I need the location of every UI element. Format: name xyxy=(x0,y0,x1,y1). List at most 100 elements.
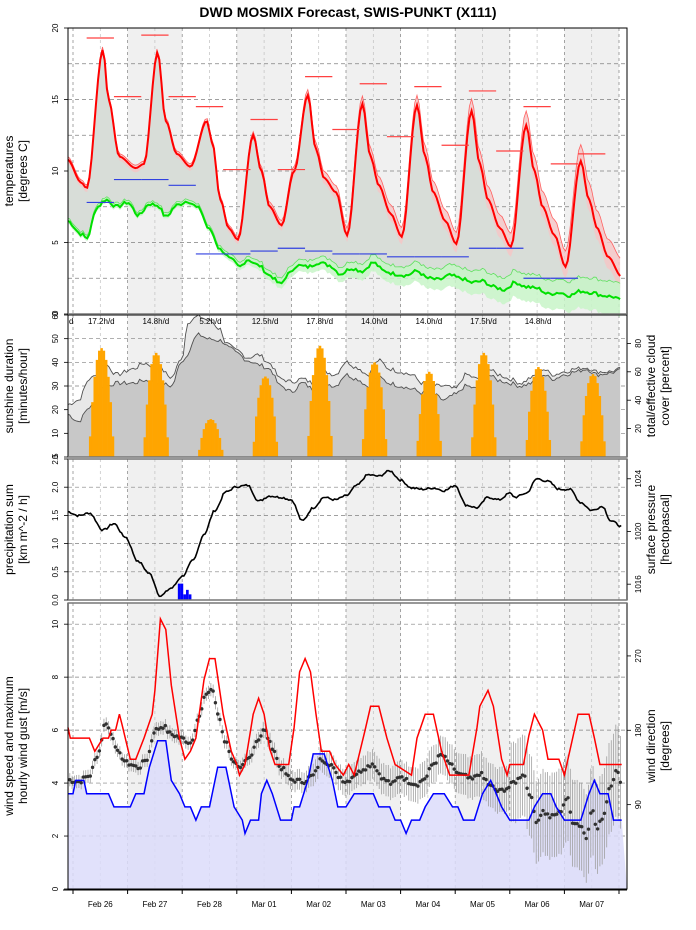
x-tick-label: Feb 26 xyxy=(88,900,113,909)
sunshine-bar xyxy=(366,387,370,457)
sunshine-bar xyxy=(582,415,586,457)
sunshine-bar xyxy=(102,350,106,457)
wind-direction-point xyxy=(204,692,209,696)
wind-direction-point xyxy=(229,757,234,761)
sunshine-bar xyxy=(320,348,324,457)
wind-direction-point xyxy=(502,789,507,793)
wind-direction-point xyxy=(104,722,108,726)
precip-y-tick-label: 0.5 xyxy=(51,566,60,578)
dewpoint-line xyxy=(67,198,621,300)
wind-direction-point xyxy=(595,827,600,831)
sunshine-bar xyxy=(157,355,160,457)
sunshine-bar xyxy=(266,378,269,457)
wind-speed-line xyxy=(68,739,622,836)
wind-direction-point xyxy=(318,757,322,761)
wind-direction-point xyxy=(545,812,550,816)
wind-direction-point xyxy=(445,759,450,763)
wind-direction-point xyxy=(270,747,274,751)
sunshine-bar xyxy=(368,372,372,457)
sunshine-bar xyxy=(580,441,583,457)
sunshine-bar xyxy=(596,383,599,457)
daily-sunshine-label: 14.0h/d xyxy=(361,317,388,326)
wind-direction-point xyxy=(584,836,588,841)
sunshine-bar xyxy=(100,348,103,457)
wind-direction-point xyxy=(607,787,611,791)
wind-direction-point xyxy=(334,770,338,775)
precip-y-tick-label: 2.0 xyxy=(51,481,60,493)
sunshine-bar xyxy=(98,350,101,457)
wind-direction-point xyxy=(605,800,609,804)
wind-direction-point xyxy=(193,728,197,733)
sunshine-bar xyxy=(264,376,267,457)
sunshine-bar xyxy=(539,369,542,457)
wind-direction-point xyxy=(536,818,541,822)
sunshine-bar xyxy=(220,449,224,457)
sunshine-bar xyxy=(534,369,538,457)
temperature-axis-label: [degrees C] xyxy=(16,140,30,202)
wind-direction-point xyxy=(554,812,559,816)
wind-direction-point xyxy=(88,774,92,778)
sunshine-bar xyxy=(307,435,310,457)
sunshine-bar xyxy=(145,404,149,457)
wind-direction-point xyxy=(354,772,359,776)
sunshine-bar xyxy=(432,381,436,457)
sunshine-bar xyxy=(198,449,201,457)
wind-direction-point xyxy=(568,810,573,814)
wind-direction-point xyxy=(363,768,368,772)
sunshine-bar xyxy=(268,385,272,457)
wind-direction-point xyxy=(220,730,224,734)
wind-direction-point xyxy=(470,777,475,781)
wind-direction-point xyxy=(468,775,472,779)
wind-direction-point xyxy=(227,749,231,754)
wind-direction-point xyxy=(591,809,595,813)
wind-direction-point xyxy=(529,795,534,800)
wind-direction-point xyxy=(311,773,315,777)
dir-y2-tick-label: 270 xyxy=(634,649,643,663)
sunshine-bar xyxy=(143,437,147,457)
dir-y2-tick-label: 90 xyxy=(634,800,643,809)
wind-direction-point xyxy=(484,777,488,782)
sunshine-bar xyxy=(425,373,429,457)
sunshine-bar xyxy=(88,436,92,457)
wind-direction-point xyxy=(138,766,143,770)
dewpoint-band-upper xyxy=(67,196,621,284)
sunshine-bar xyxy=(430,373,433,457)
wind-direction-point xyxy=(147,749,152,754)
sunshine-bar xyxy=(314,357,317,457)
wind-direction-point xyxy=(313,769,318,773)
wind-direction-point xyxy=(200,707,204,711)
sunshine-bar xyxy=(166,437,169,457)
sunshine-bar xyxy=(541,376,545,457)
sunshine-bar xyxy=(323,357,326,457)
sunshine-bar xyxy=(259,385,263,457)
wind-direction-point xyxy=(211,689,215,693)
sunshine-bar xyxy=(91,402,94,457)
chart-title: DWD MOSMIX Forecast, SWIS-PUNKT (X111) xyxy=(199,4,496,20)
x-tick-label: Feb 27 xyxy=(142,900,167,909)
wind-y-tick-label: 4 xyxy=(51,780,60,785)
sunshine-bar xyxy=(421,394,424,457)
precip-y-tick-label: 0.0 xyxy=(51,594,60,606)
sunshine-bar xyxy=(493,437,497,457)
wind-direction-axis-label: wind direction xyxy=(644,709,658,783)
wind-direction-point xyxy=(616,770,620,775)
wind-direction-point xyxy=(589,811,593,815)
wind-direction-point xyxy=(523,774,527,778)
wind-direction-point xyxy=(238,765,243,770)
wind-direction-point xyxy=(548,816,552,820)
sunshine-bar xyxy=(484,355,488,457)
sunshine-bar xyxy=(584,395,588,457)
temp-y-tick-label: 10 xyxy=(51,166,60,175)
cloud-cover-axis-label: total/effective cloud xyxy=(644,335,658,438)
wind-direction-point xyxy=(404,776,409,781)
wind-direction-point xyxy=(163,723,168,728)
sunshine-bar xyxy=(218,437,222,457)
sunshine-bar xyxy=(148,380,151,457)
sun-y-tick-label: 50 xyxy=(51,334,60,343)
wind-direction-point xyxy=(534,820,538,825)
wind-direction-point xyxy=(347,779,352,784)
wind-direction-point xyxy=(329,763,334,767)
sunshine-bar xyxy=(273,416,276,457)
wind-direction-point xyxy=(375,769,379,773)
wind-direction-point xyxy=(113,745,118,749)
